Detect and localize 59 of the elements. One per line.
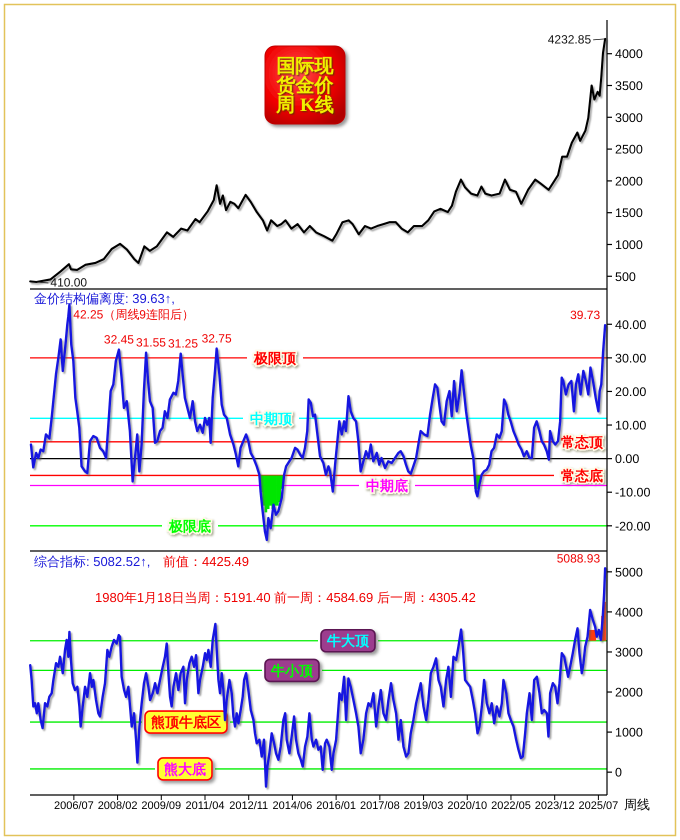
y-tick-label: 1000: [615, 726, 643, 740]
y-tick-label: 3000: [615, 645, 643, 660]
annotation: 1980年1月18日当周：5191.40 前一周：4584.69 后一周：4305.42: [95, 590, 476, 605]
y-tick-label: 1000: [615, 238, 643, 252]
y-tick-label: 5000: [615, 565, 643, 580]
x-tick-label: 2023/12: [534, 800, 575, 812]
x-tick-label: 2016/01: [316, 800, 356, 812]
x-tick-label: 2020/10: [447, 800, 488, 812]
x-tick-label: 2025/07: [578, 800, 618, 812]
y-tick-label: 40.00: [615, 318, 646, 332]
x-tick-label: 2022/05: [491, 800, 531, 812]
annotation: 5088.93: [556, 551, 600, 566]
y-tick-label: 30.00: [615, 351, 646, 366]
annotation: 410.00: [50, 276, 88, 290]
x-tick-label: 2006/07: [54, 800, 94, 812]
annotation: 4232.85: [548, 32, 592, 46]
y-tick-label: 3000: [615, 110, 643, 125]
ref-line-label: 常态底: [561, 467, 603, 484]
y-tick-label: 4000: [615, 605, 643, 620]
annotation: 31.55: [136, 336, 166, 350]
y-tick-label: 0: [615, 766, 622, 780]
annotation: 31.25: [168, 336, 198, 351]
y-tick-label: 4000: [615, 47, 643, 62]
y-tick-label: -20.00: [615, 519, 650, 534]
ref-line-label: 熊顶牛底区: [151, 714, 221, 730]
annotation: 前值：4425.49: [163, 554, 249, 569]
y-tick-label: 20.00: [615, 384, 646, 399]
ref-line-label: 极限顶: [253, 350, 297, 366]
ref-line-label: 熊大底: [164, 760, 206, 777]
annotation: 42.25（周线9连阳后）: [73, 308, 194, 322]
y-tick-label: 1500: [615, 206, 643, 220]
y-tick-label: 2000: [615, 686, 643, 700]
y-tick-label: 0.00: [615, 452, 640, 466]
ref-line-label: 牛小顶: [270, 662, 314, 678]
annotation: 32.75: [202, 332, 232, 346]
y-tick-label: 500: [615, 270, 636, 284]
y-tick-label: 3500: [615, 79, 643, 93]
y-tick-label: -10.00: [615, 486, 650, 500]
annotation: 39.73: [570, 308, 600, 322]
x-tick-label: 2009/09: [141, 800, 182, 812]
x-tick-label: 2014/06: [272, 800, 312, 812]
y-tick-label: 2500: [615, 142, 643, 157]
x-tick-label: 2008/02: [98, 800, 138, 812]
ref-line-label: 常态顶: [561, 434, 604, 450]
y-tick-label: 10.00: [615, 418, 646, 433]
annotation: 32.45: [104, 332, 134, 347]
x-tick-label: 2017/08: [360, 800, 400, 812]
ref-line-label: 中期底: [366, 478, 408, 494]
x-tick-label: 2011/04: [186, 800, 224, 812]
text: 国际现货金价周 K线: [275, 56, 334, 116]
annotation: 金价结构偏离度: 39.63↑,: [34, 291, 175, 306]
text: 周线: [624, 797, 650, 812]
ref-line-label: 牛大顶: [326, 632, 370, 649]
ref-line-label: 中期顶: [250, 410, 293, 426]
ref-line-label: 极限底: [168, 518, 211, 534]
y-tick-label: 2000: [615, 174, 643, 188]
annotation: 综合指标: 5082.52↑,: [34, 554, 150, 569]
x-tick-label: 2019/03: [404, 800, 444, 812]
x-tick-label: 2012/11: [229, 800, 268, 812]
